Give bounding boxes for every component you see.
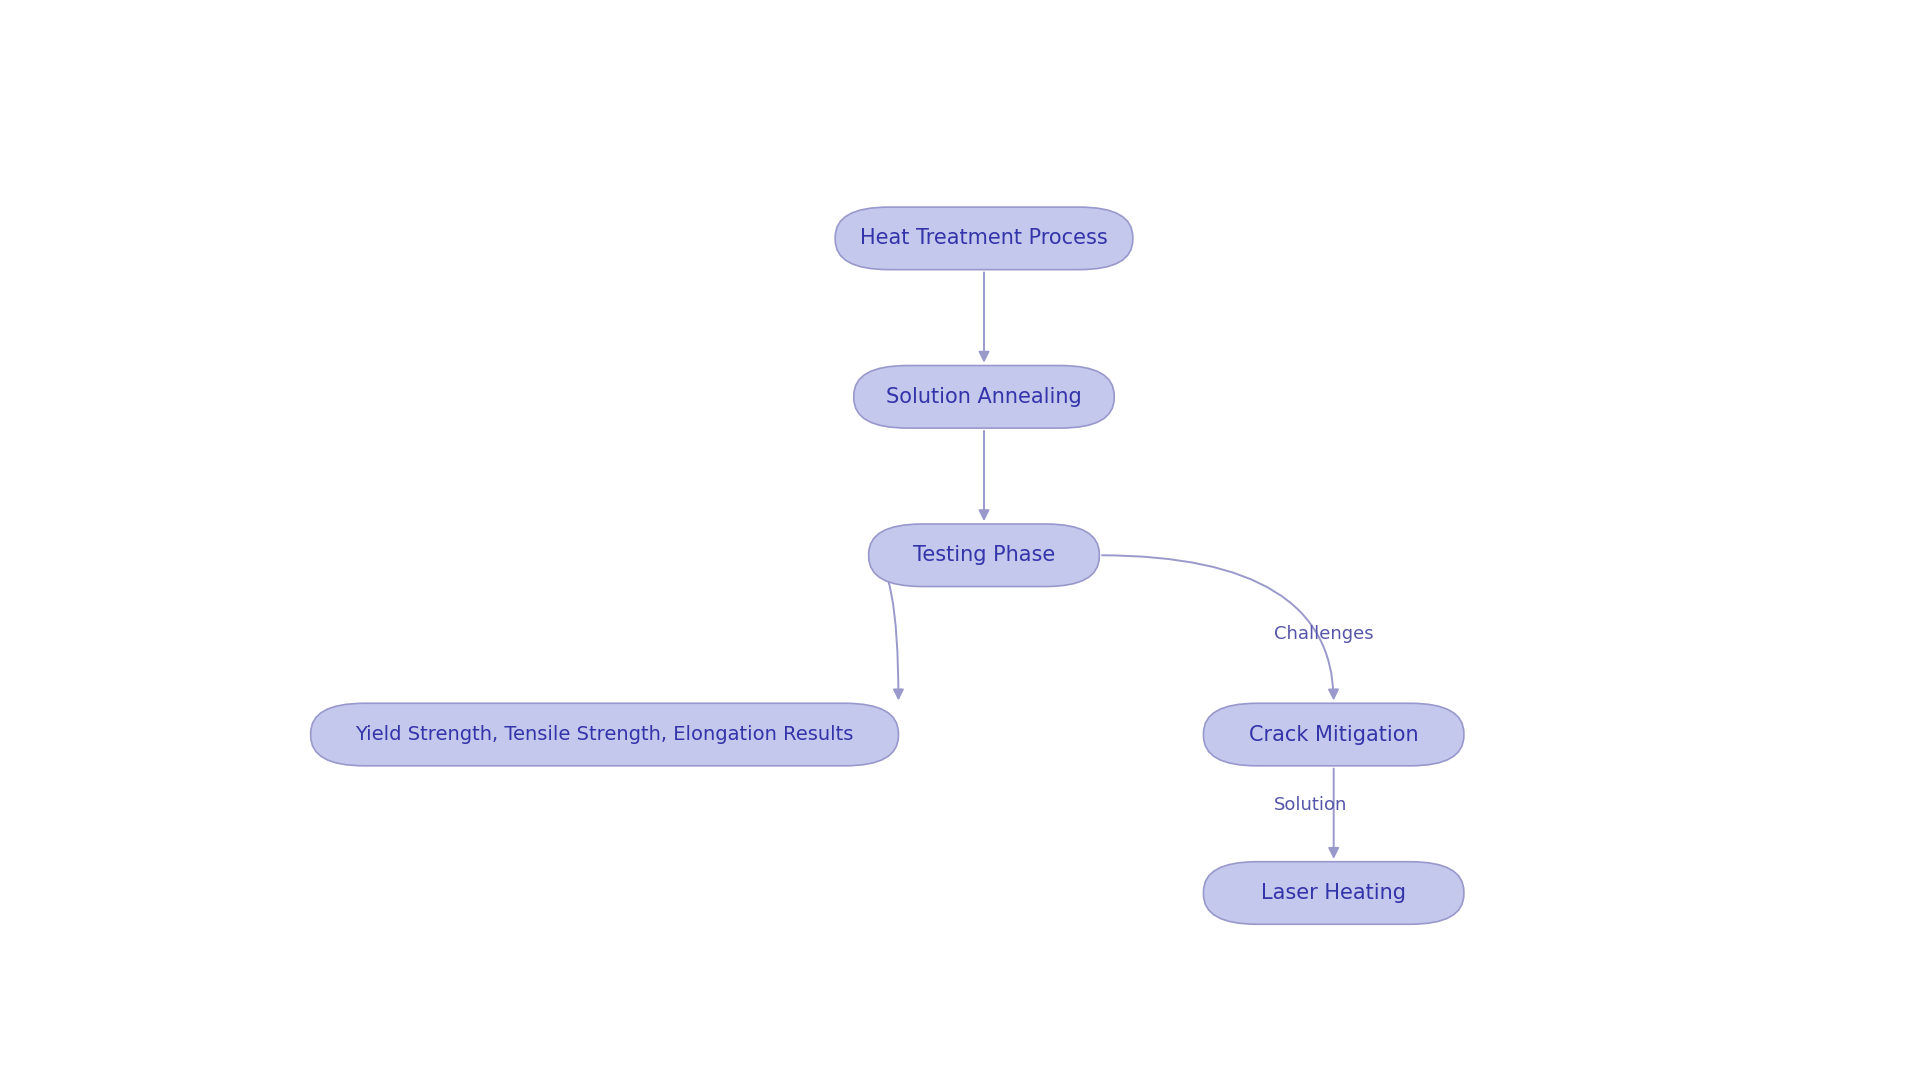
FancyBboxPatch shape — [868, 524, 1100, 587]
Text: Solution: Solution — [1275, 796, 1348, 814]
Text: Testing Phase: Testing Phase — [912, 545, 1056, 565]
Text: Solution Annealing: Solution Annealing — [887, 387, 1081, 407]
Text: Challenges: Challenges — [1275, 626, 1375, 643]
FancyBboxPatch shape — [1204, 862, 1463, 924]
FancyBboxPatch shape — [311, 703, 899, 766]
FancyBboxPatch shape — [835, 207, 1133, 270]
Text: Crack Mitigation: Crack Mitigation — [1248, 725, 1419, 744]
Text: Laser Heating: Laser Heating — [1261, 883, 1405, 903]
FancyBboxPatch shape — [854, 366, 1114, 428]
FancyBboxPatch shape — [1204, 703, 1463, 766]
Text: Yield Strength, Tensile Strength, Elongation Results: Yield Strength, Tensile Strength, Elonga… — [355, 725, 854, 744]
Text: Heat Treatment Process: Heat Treatment Process — [860, 229, 1108, 248]
